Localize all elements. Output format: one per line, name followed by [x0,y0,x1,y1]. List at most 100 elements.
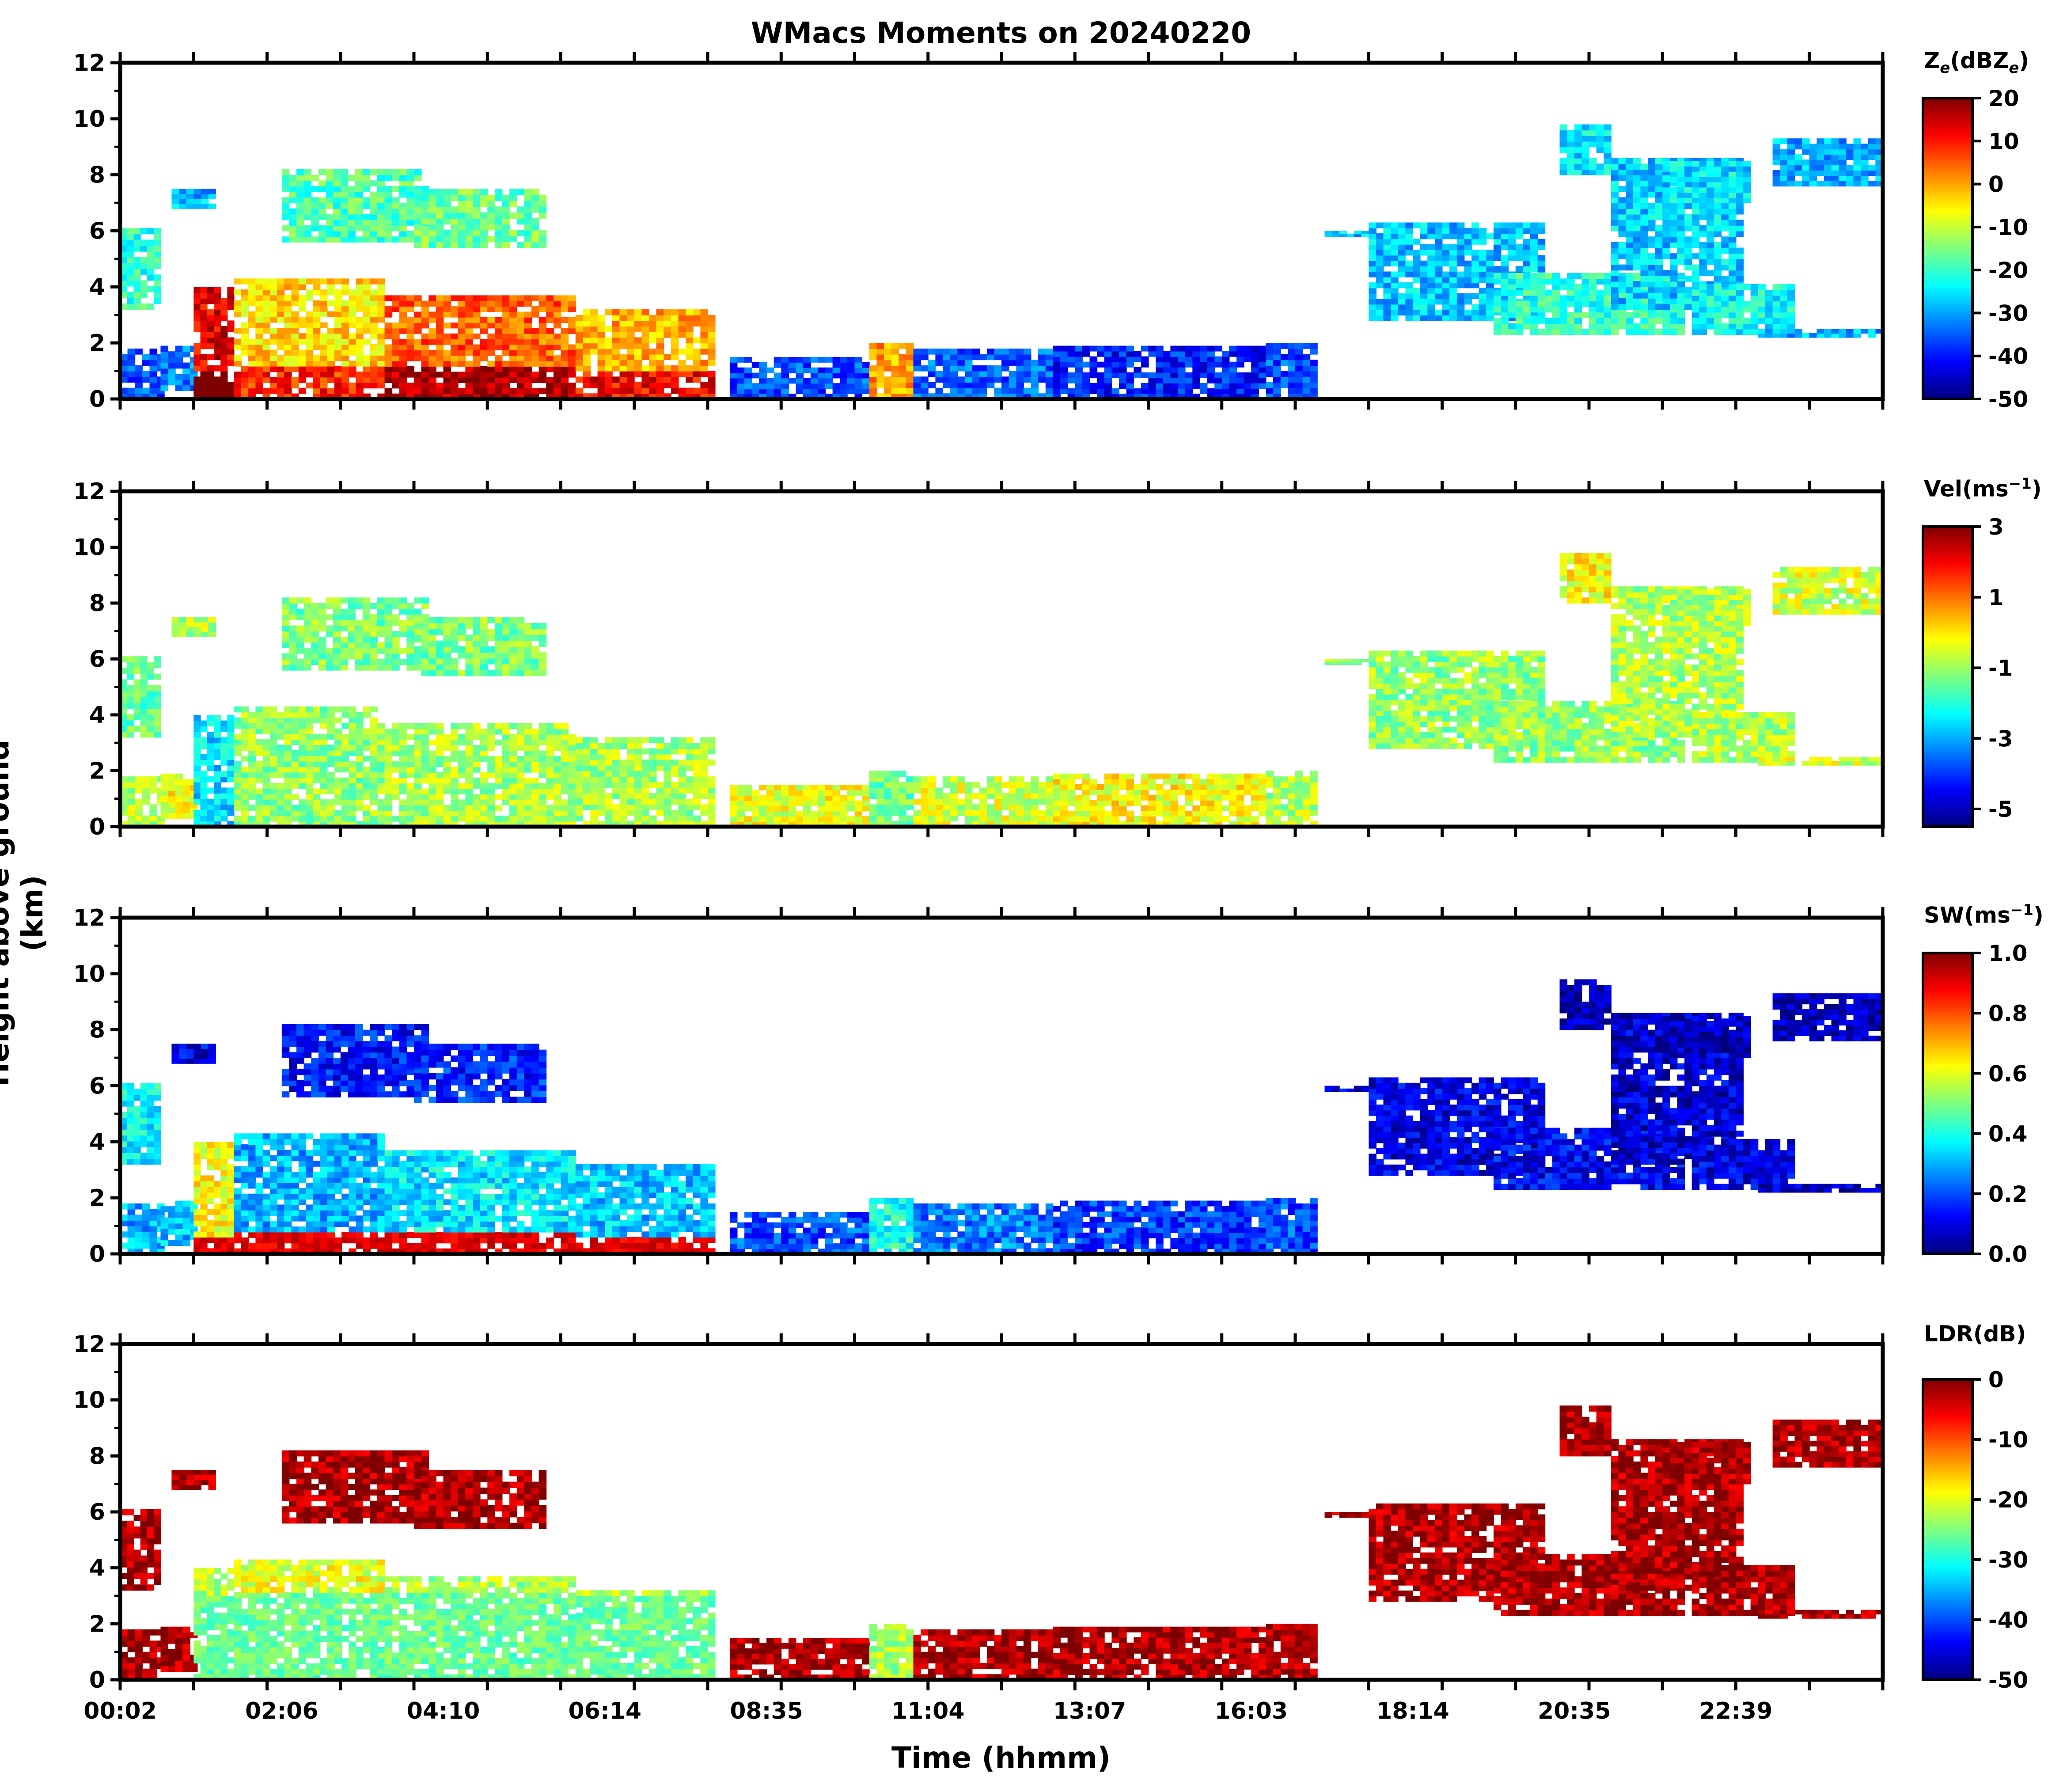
echo-cell [1530,318,1538,324]
echo-cell [149,354,158,361]
echo-cell [627,315,635,321]
echo-cell [147,274,155,281]
echo-cell [306,777,314,784]
echo-cell [641,326,649,332]
echo-cell [1266,360,1274,366]
echo-cell [1861,175,1869,182]
echo-cell [1501,260,1509,267]
echo-cell [392,306,400,312]
echo-cell [414,212,422,219]
echo-cell [327,300,335,307]
echo-cell [341,372,349,378]
echo-cell [1691,203,1700,209]
echo-cell [671,337,679,344]
echo-cell [1456,299,1465,305]
echo-cell [234,788,242,794]
echo-cell [1640,169,1648,175]
echo-cell [451,339,459,345]
echo-cell [1691,318,1700,324]
echo-cell [568,361,576,367]
echo-cell [140,263,148,270]
echo-cell [473,194,481,201]
echo-cell [1707,242,1714,248]
echo-cell [296,191,304,198]
echo-cell [384,788,393,795]
echo-cell [1016,387,1024,394]
echo-cell [957,348,965,355]
echo-cell [693,371,701,377]
echo-cell [524,767,532,773]
echo-cell [262,805,270,811]
echo-cell [429,756,436,762]
echo-cell [133,725,141,732]
echo-cell [1728,197,1737,204]
echo-cell [306,793,314,800]
echo-cell [1691,161,1700,167]
echo-cell [994,376,1002,383]
echo-cell [241,327,249,334]
echo-cell [1229,361,1237,368]
echo-cell [281,197,290,204]
echo-cell [458,756,466,762]
echo-cell [561,372,569,378]
echo-cell [127,810,136,816]
echo-cell [539,300,547,307]
echo-cell [399,225,407,232]
echo-cell [227,348,235,355]
echo-cell [458,377,466,383]
echo-cell [473,311,481,318]
echo-cell [1750,301,1759,307]
echo-cell [421,761,429,767]
echo-cell [1662,225,1670,232]
echo-cell [524,745,532,751]
echo-cell [306,810,314,816]
echo-cell [349,777,356,784]
echo-cell [140,731,148,738]
echo-cell [1251,388,1259,394]
echo-cell [384,295,393,301]
echo-cell [1537,312,1546,319]
echo-cell [370,750,378,756]
echo-cell [255,750,263,756]
echo-cell [1794,170,1803,176]
echo-cell [133,691,141,697]
echo-cell [168,807,176,813]
echo-cell [641,382,649,388]
echo-cell [597,337,606,344]
echo-cell [311,186,319,192]
echo-cell [1530,266,1538,272]
echo-cell [377,349,385,356]
echo-cell [884,382,892,388]
echo-cell [436,235,444,243]
echo-cell [1369,260,1377,267]
echo-cell [1596,163,1604,170]
echo-cell [362,197,371,204]
echo-cell [399,300,407,307]
echo-cell [182,790,190,797]
echo-cell [241,289,249,296]
echo-cell [193,315,201,321]
echo-cell [248,723,256,729]
echo-cell [708,382,716,388]
echo-cell [664,315,671,321]
echo-cell [334,278,342,285]
echo-cell [1016,365,1024,372]
echo-cell [1413,250,1421,256]
echo-cell [1707,258,1714,265]
echo-cell [370,810,378,816]
echo-cell [465,799,473,805]
echo-cell [686,337,694,344]
echo-cell [1471,282,1479,289]
echo-cell [326,225,334,232]
echo-cell [465,201,473,207]
echo-cell [142,793,150,799]
echo-cell [1648,329,1656,335]
echo-cell [649,354,657,361]
echo-cell [1207,361,1215,368]
echo-cell [348,220,356,226]
echo-cell [320,377,328,383]
echo-cell [436,206,444,213]
echo-cell [502,799,510,805]
echo-cell [1707,318,1714,324]
echo-cell [262,756,270,762]
